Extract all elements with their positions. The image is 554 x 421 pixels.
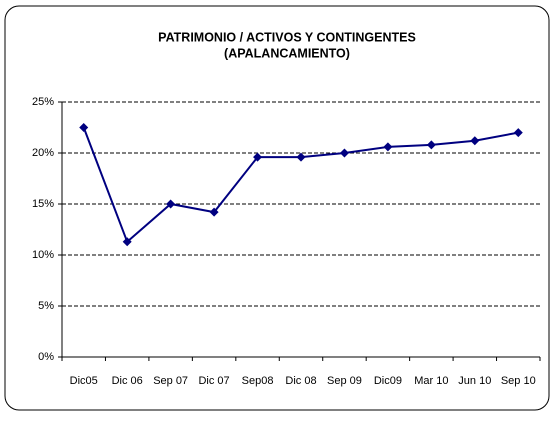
x-tick-label: Dic 08 <box>285 375 316 387</box>
x-tick-label: Dic09 <box>374 375 402 387</box>
x-tick-label: Sep08 <box>242 375 274 387</box>
x-tick-label: Dic 07 <box>198 375 229 387</box>
data-point <box>383 142 393 152</box>
x-tick-label: Dic05 <box>70 375 98 387</box>
data-point <box>296 152 306 162</box>
data-point <box>79 123 89 132</box>
x-tick-label: Sep 07 <box>153 375 188 387</box>
x-tick-label: Mar 10 <box>414 375 448 387</box>
y-tick-label: 20% <box>32 147 54 159</box>
x-tick-label: Jun 10 <box>458 375 491 387</box>
data-point <box>513 128 523 138</box>
data-point <box>470 136 480 146</box>
x-tick-label: Dic 06 <box>112 375 143 387</box>
data-point <box>166 199 176 209</box>
data-point <box>426 140 436 150</box>
chart-title: PATRIMONIO / ACTIVOS Y CONTINGENTES <box>158 30 416 44</box>
y-tick-label: 15% <box>32 198 54 210</box>
y-tick-label: 0% <box>38 351 54 363</box>
data-point <box>209 207 219 217</box>
y-tick-label: 10% <box>32 249 54 261</box>
x-tick-label: Sep 09 <box>327 375 362 387</box>
x-tick-label: Sep 10 <box>501 375 536 387</box>
y-tick-label: 5% <box>38 300 54 312</box>
data-point <box>339 148 349 158</box>
y-tick-label: 25% <box>32 96 54 108</box>
chart-subtitle: (APALANCAMIENTO) <box>224 46 350 60</box>
data-point <box>253 152 263 162</box>
data-point <box>122 237 132 247</box>
chart-frame <box>4 5 550 411</box>
